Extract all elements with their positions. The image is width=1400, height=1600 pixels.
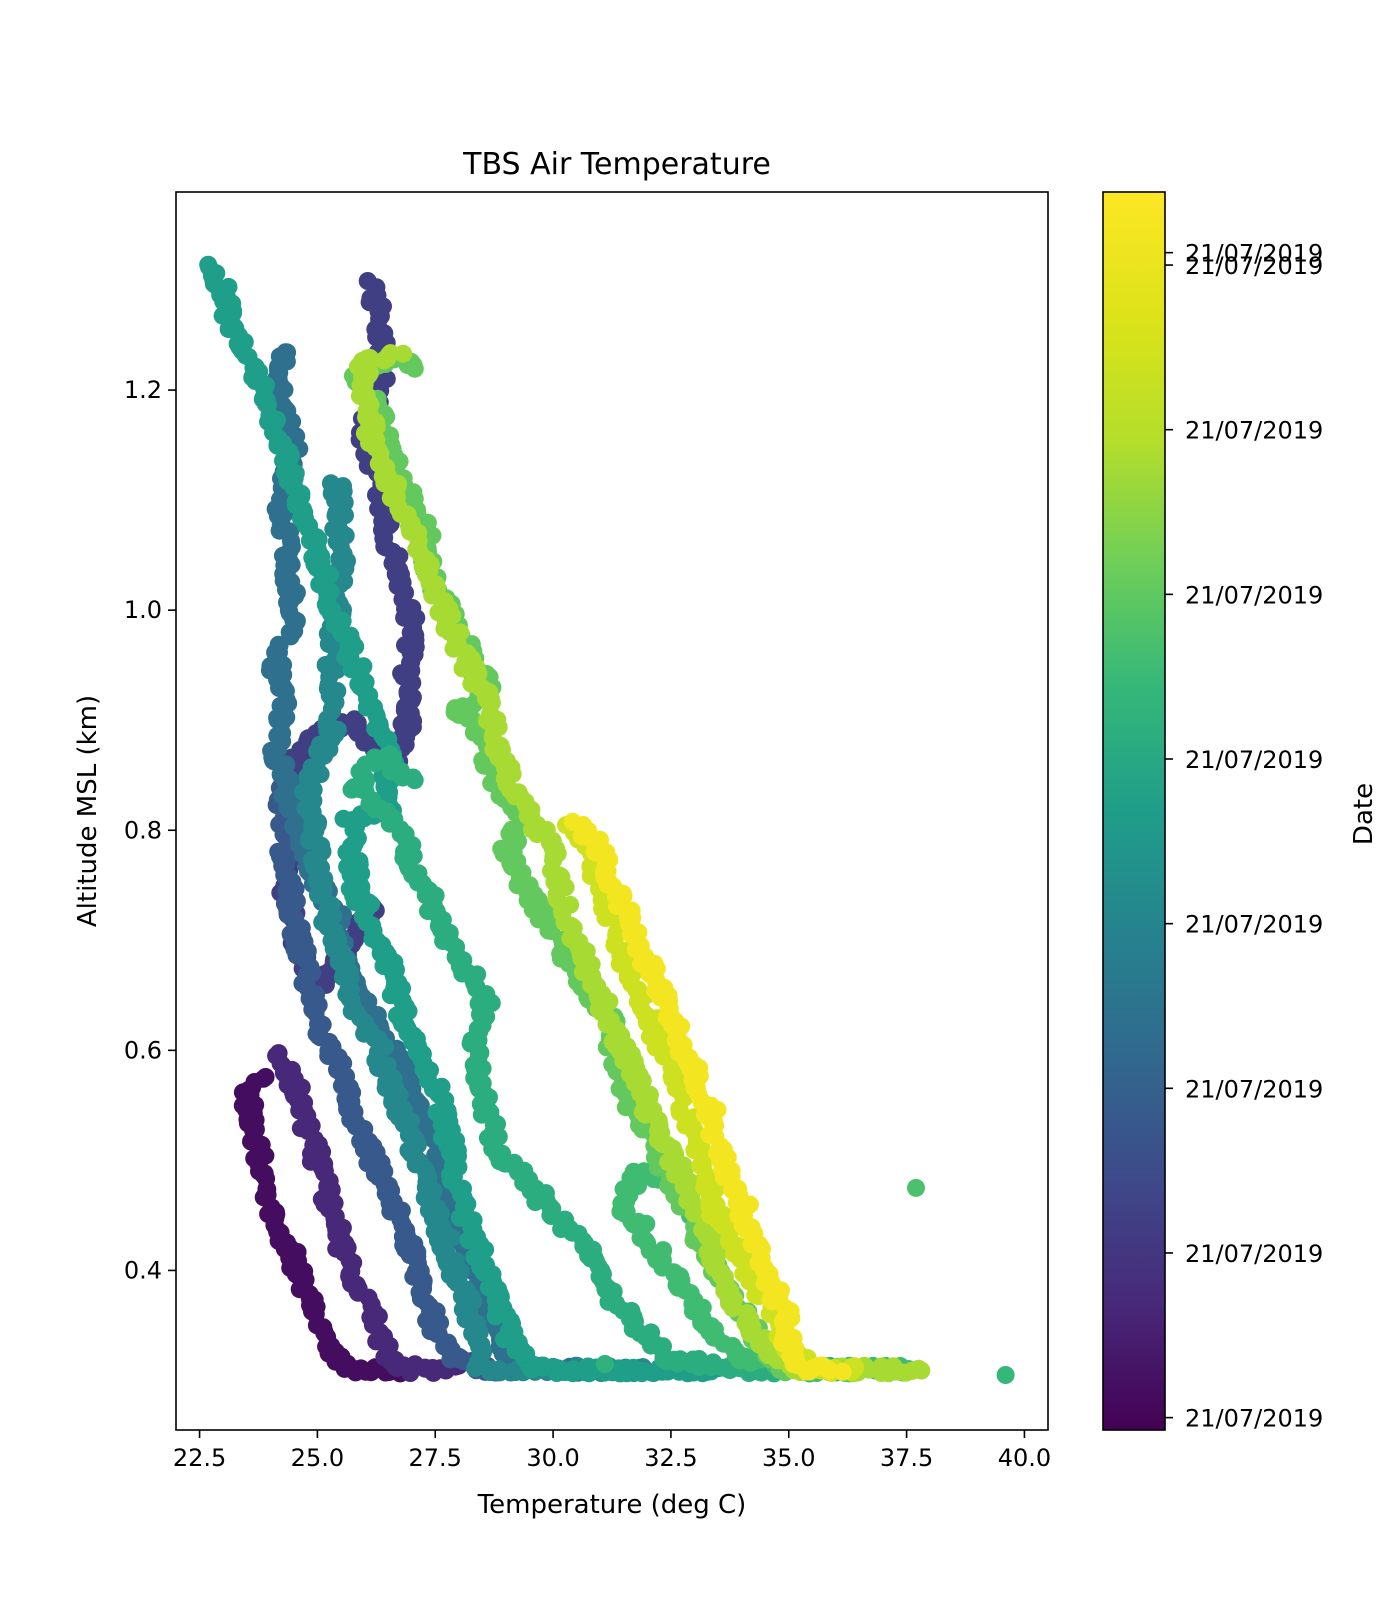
data-point xyxy=(350,852,369,870)
plot-frame xyxy=(175,191,1049,1431)
colorbar-tick-label: 21/07/2019 xyxy=(1185,1240,1323,1268)
data-point xyxy=(506,1363,525,1381)
x-tick-label: 32.5 xyxy=(644,1444,697,1472)
data-point xyxy=(199,255,218,274)
colorbar-tick-label: 21/07/2019 xyxy=(1185,911,1323,939)
colorbar-tick-label: 21/07/2019 xyxy=(1185,1075,1323,1103)
data-point xyxy=(563,812,582,831)
data-point xyxy=(256,1068,275,1086)
data-point xyxy=(654,1241,673,1260)
data-point xyxy=(405,771,424,790)
y-axis-label: Altitude MSL (km) xyxy=(73,695,103,927)
data-point xyxy=(833,1362,852,1381)
x-tick-label: 27.5 xyxy=(409,1444,462,1472)
data-point xyxy=(334,477,352,496)
outlier-point xyxy=(595,1355,614,1373)
scatter-points xyxy=(199,255,1015,1384)
colorbar-tick-label: 21/07/2019 xyxy=(1185,240,1323,268)
data-point xyxy=(684,1350,703,1369)
colorbar-tick-label: 21/07/2019 xyxy=(1185,746,1323,774)
outlier-point xyxy=(996,1366,1015,1384)
colorbar-tick-label: 21/07/2019 xyxy=(1185,252,1323,280)
colorbar-label: Date xyxy=(1349,783,1379,845)
colorbar xyxy=(1102,191,1166,1431)
data-point xyxy=(622,1301,641,1320)
data-point xyxy=(394,344,413,363)
x-tick-label: 40.0 xyxy=(998,1444,1051,1472)
y-axis: 0.4 0.6 0.8 1.0 1.2 xyxy=(124,376,176,1284)
x-tick-label: 37.5 xyxy=(880,1444,933,1472)
x-tick-label: 22.5 xyxy=(173,1444,226,1472)
data-point xyxy=(276,343,295,362)
data-point xyxy=(738,1304,756,1323)
chart-title: TBS Air Temperature xyxy=(462,147,771,182)
colorbar-tick-label: 21/07/2019 xyxy=(1185,581,1323,609)
data-point xyxy=(269,1044,288,1063)
colorbar-tick-label: 21/07/2019 xyxy=(1185,1405,1323,1433)
data-point xyxy=(358,272,377,290)
data-point xyxy=(361,352,380,370)
x-axis: 22.5 25.0 27.5 30.0 32.5 35.0 37.5 40.0 xyxy=(173,1430,1051,1472)
x-tick-label: 25.0 xyxy=(291,1444,344,1472)
y-tick-label: 0.8 xyxy=(124,816,162,844)
colorbar-ticks: 21/07/201921/07/201921/07/201921/07/2019… xyxy=(1165,240,1323,1433)
x-tick-label: 35.0 xyxy=(762,1444,815,1472)
y-tick-label: 1.0 xyxy=(124,596,162,624)
outlier-point xyxy=(907,1178,925,1197)
y-tick-label: 1.2 xyxy=(124,376,162,404)
data-point xyxy=(577,1359,596,1378)
colorbar-tick-label: 21/07/2019 xyxy=(1185,417,1323,445)
data-point xyxy=(671,1350,690,1369)
x-axis-label: Temperature (deg C) xyxy=(477,1490,747,1520)
data-point xyxy=(432,1077,451,1096)
data-point xyxy=(902,1361,921,1380)
y-tick-label: 0.6 xyxy=(124,1036,162,1064)
x-tick-label: 30.0 xyxy=(526,1444,579,1472)
y-tick-label: 0.4 xyxy=(124,1256,162,1284)
